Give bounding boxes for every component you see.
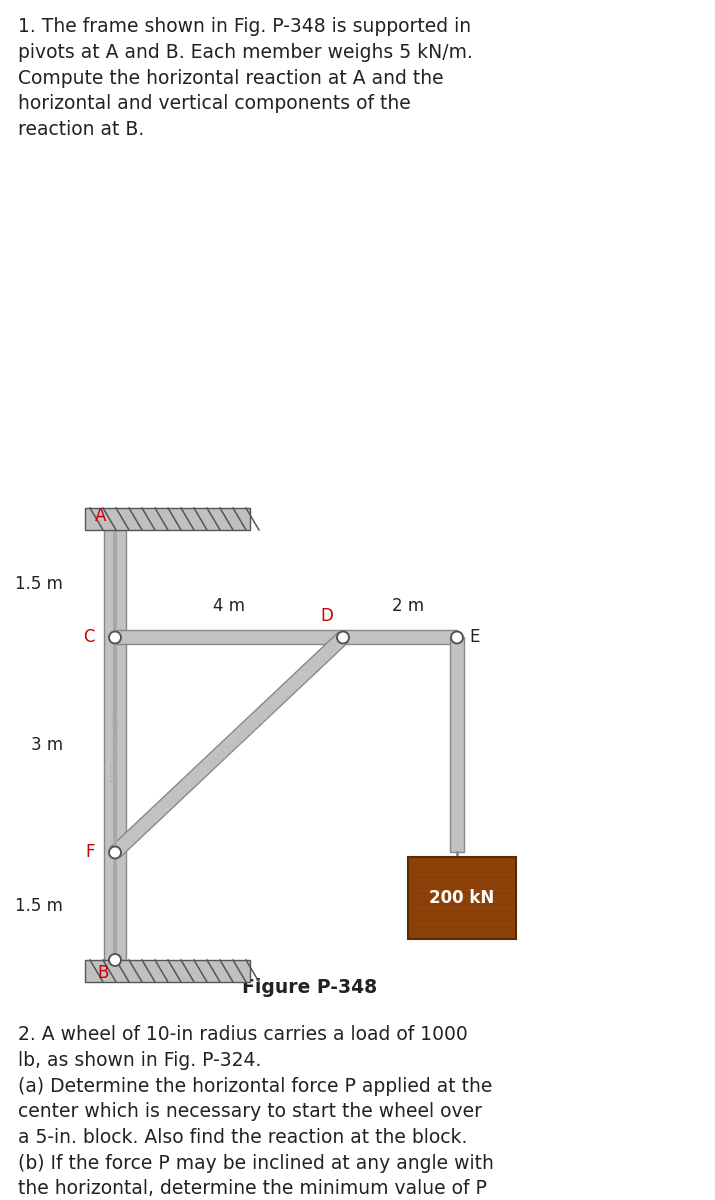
Text: 4 m: 4 m xyxy=(213,598,245,616)
Text: MATHalino.com: MATHalino.com xyxy=(207,700,282,770)
Polygon shape xyxy=(110,632,347,858)
Text: 3 m: 3 m xyxy=(31,736,63,754)
Circle shape xyxy=(109,846,121,858)
Text: C: C xyxy=(84,629,95,647)
Circle shape xyxy=(109,954,121,966)
Text: 2 m: 2 m xyxy=(392,598,424,616)
Bar xyxy=(85,960,250,982)
Text: 1. The frame shown in Fig. P-348 is supported in
pivots at A and B. Each member : 1. The frame shown in Fig. P-348 is supp… xyxy=(18,17,473,139)
Polygon shape xyxy=(450,637,464,852)
Polygon shape xyxy=(104,530,126,960)
Bar xyxy=(85,508,250,530)
Bar xyxy=(113,530,117,960)
Text: 1.5 m: 1.5 m xyxy=(15,575,63,593)
Circle shape xyxy=(337,631,349,643)
Text: 2. A wheel of 10-in radius carries a load of 1000
lb, as shown in Fig. P-324.
(a: 2. A wheel of 10-in radius carries a loa… xyxy=(18,1025,494,1200)
Circle shape xyxy=(451,631,463,643)
Text: Figure P-348: Figure P-348 xyxy=(242,978,378,997)
Text: F: F xyxy=(86,844,95,862)
Text: 1.5 m: 1.5 m xyxy=(15,898,63,916)
Text: D: D xyxy=(320,607,333,625)
Polygon shape xyxy=(115,630,457,644)
Text: A: A xyxy=(95,506,107,524)
Text: E: E xyxy=(469,629,479,647)
Circle shape xyxy=(109,631,121,643)
Text: B: B xyxy=(97,964,109,982)
Text: 200 kN: 200 kN xyxy=(430,889,495,907)
Text: MATHalino.com: MATHalino.com xyxy=(111,707,121,782)
Bar xyxy=(408,858,516,940)
